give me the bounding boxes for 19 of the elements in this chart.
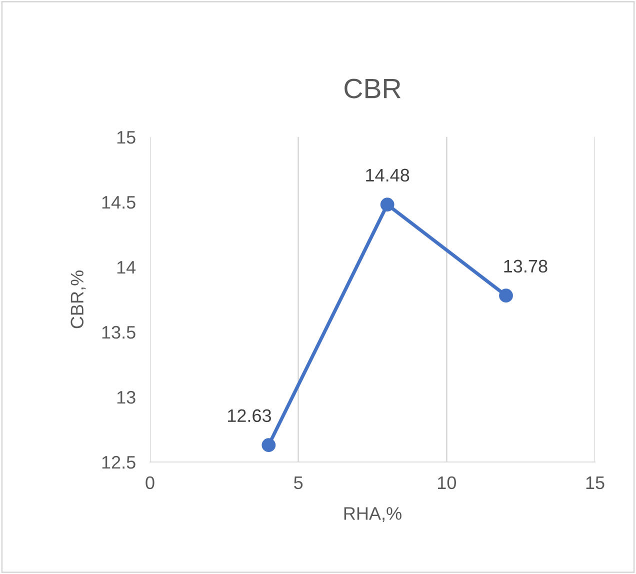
y-tick-label: 13.5 [102,326,136,339]
point [380,198,394,212]
y-axis-title: CBR,% [70,270,86,328]
y-tick-label: 15 [117,131,136,144]
y-tick-label: 12.5 [102,456,136,469]
data-label: 14.48 [366,168,410,182]
y-tick-label: 14.5 [102,196,136,209]
point [262,438,276,452]
y-tick-label: 14 [117,261,136,274]
x-axis-title: RHA,% [344,507,402,522]
data-label: 12.63 [228,409,272,422]
x-tick-label: 15 [586,476,604,490]
y-tick-label: 13 [117,390,136,404]
point [499,288,513,303]
x-tick-label: 5 [294,476,303,490]
data-label: 13.78 [504,260,548,273]
x-tick-label: 10 [438,476,456,490]
chart-title: CBR [344,78,401,98]
x-tick-label: 0 [146,476,154,490]
